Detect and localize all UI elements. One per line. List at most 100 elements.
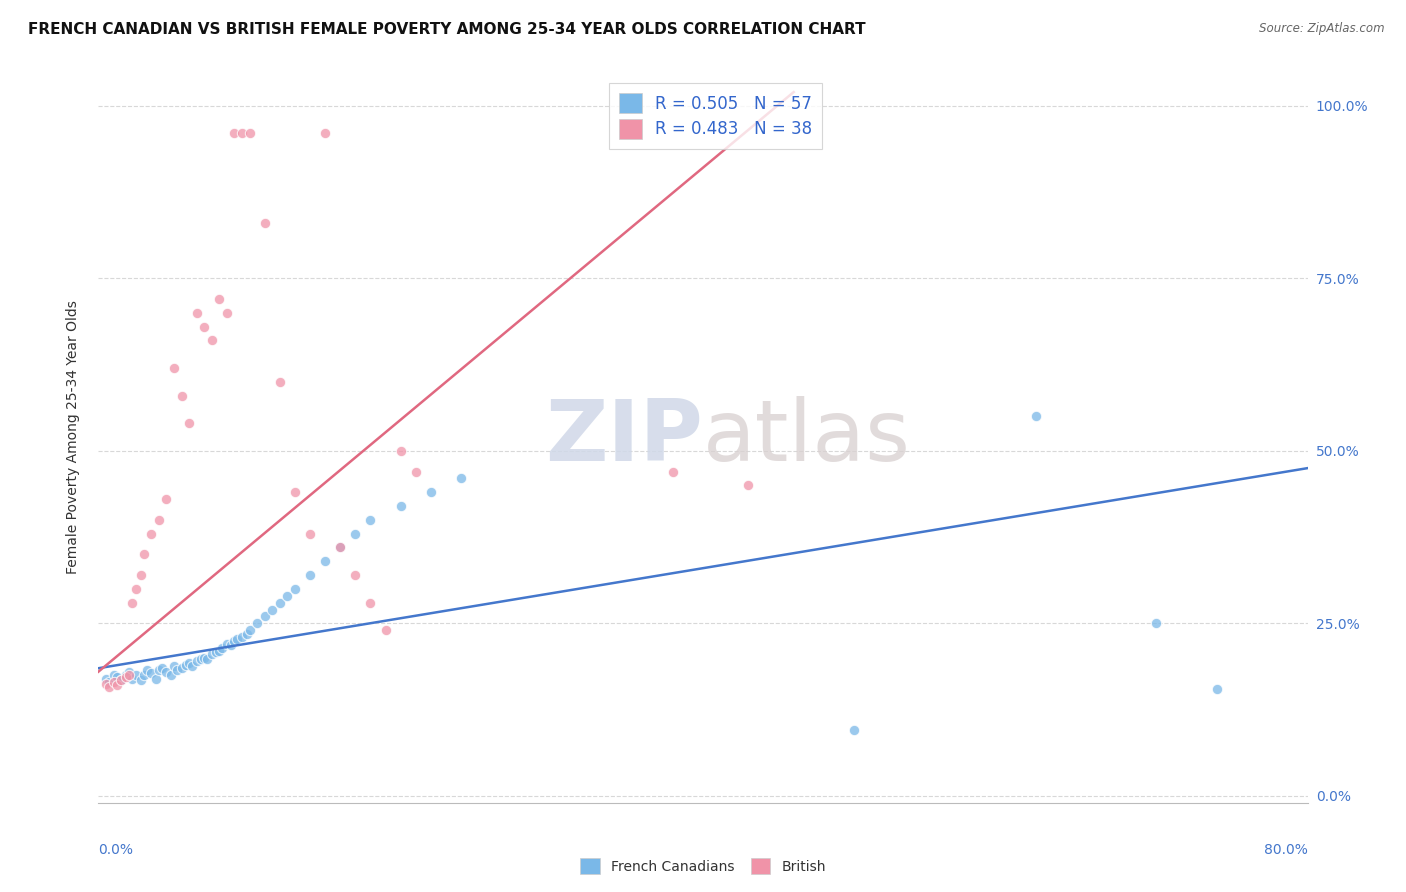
Point	[150, 661, 173, 675]
Point	[239, 624, 262, 638]
Point	[193, 651, 215, 665]
Point	[132, 548, 155, 562]
Point	[201, 334, 224, 348]
Point	[844, 723, 866, 738]
Point	[179, 657, 201, 671]
Point	[145, 672, 167, 686]
Text: 80.0%: 80.0%	[1264, 843, 1308, 857]
Point	[163, 659, 186, 673]
Point	[148, 513, 170, 527]
Point	[329, 541, 352, 555]
Point	[125, 582, 148, 596]
Point	[253, 609, 276, 624]
Point	[94, 672, 117, 686]
Point	[389, 499, 412, 513]
Point	[1024, 409, 1046, 424]
Point	[181, 659, 204, 673]
Point	[98, 675, 121, 690]
Point	[1206, 681, 1229, 696]
Point	[208, 644, 231, 658]
Point	[314, 127, 336, 141]
Point	[224, 633, 246, 648]
Point	[269, 596, 291, 610]
Y-axis label: Female Poverty Among 25-34 Year Olds: Female Poverty Among 25-34 Year Olds	[66, 300, 80, 574]
Point	[246, 616, 269, 631]
Point	[110, 673, 132, 687]
Point	[174, 657, 197, 672]
Point	[166, 663, 188, 677]
Point	[121, 672, 143, 686]
Point	[276, 589, 298, 603]
Point	[129, 673, 152, 687]
Point	[186, 306, 208, 320]
Point	[284, 582, 307, 596]
Point	[186, 654, 208, 668]
Point	[208, 292, 231, 306]
Point	[163, 361, 186, 376]
Text: 0.0%: 0.0%	[98, 843, 134, 857]
Point	[205, 645, 228, 659]
Point	[224, 127, 246, 141]
Point	[450, 471, 472, 485]
Point	[226, 632, 249, 646]
Point	[121, 596, 143, 610]
Point	[118, 665, 141, 679]
Point	[221, 639, 243, 653]
Point	[103, 668, 125, 682]
Point	[105, 670, 128, 684]
Point	[360, 596, 382, 610]
Point	[155, 665, 177, 679]
Point	[141, 526, 163, 541]
Point	[129, 568, 152, 582]
Point	[114, 670, 136, 684]
Point	[215, 637, 238, 651]
Point	[374, 624, 396, 638]
Legend: French Canadians, British: French Canadians, British	[575, 853, 831, 880]
Point	[344, 526, 367, 541]
Point	[135, 663, 157, 677]
Point	[193, 319, 215, 334]
Text: Source: ZipAtlas.com: Source: ZipAtlas.com	[1260, 22, 1385, 36]
Point	[239, 127, 262, 141]
Point	[114, 668, 136, 682]
Point	[269, 375, 291, 389]
Point	[211, 640, 233, 655]
Point	[737, 478, 759, 492]
Point	[141, 666, 163, 681]
Point	[1144, 616, 1167, 631]
Point	[132, 668, 155, 682]
Point	[110, 673, 132, 687]
Point	[179, 417, 201, 431]
Point	[253, 216, 276, 230]
Point	[360, 513, 382, 527]
Point	[314, 554, 336, 568]
Point	[148, 663, 170, 677]
Point	[160, 668, 183, 682]
Point	[215, 306, 238, 320]
Text: atlas: atlas	[703, 395, 911, 479]
Point	[98, 680, 121, 694]
Point	[155, 492, 177, 507]
Point	[94, 677, 117, 691]
Point	[118, 668, 141, 682]
Point	[299, 568, 322, 582]
Text: ZIP: ZIP	[546, 395, 703, 479]
Point	[105, 678, 128, 692]
Point	[190, 652, 212, 666]
Point	[170, 661, 193, 675]
Point	[201, 648, 224, 662]
Point	[389, 443, 412, 458]
Point	[262, 602, 284, 616]
Point	[170, 389, 193, 403]
Point	[284, 485, 307, 500]
Point	[299, 526, 322, 541]
Point	[231, 630, 253, 644]
Point	[103, 675, 125, 690]
Point	[195, 652, 218, 666]
Point	[344, 568, 367, 582]
Point	[125, 668, 148, 682]
Point	[329, 541, 352, 555]
Point	[662, 465, 685, 479]
Point	[235, 626, 257, 640]
Text: FRENCH CANADIAN VS BRITISH FEMALE POVERTY AMONG 25-34 YEAR OLDS CORRELATION CHAR: FRENCH CANADIAN VS BRITISH FEMALE POVERT…	[28, 22, 866, 37]
